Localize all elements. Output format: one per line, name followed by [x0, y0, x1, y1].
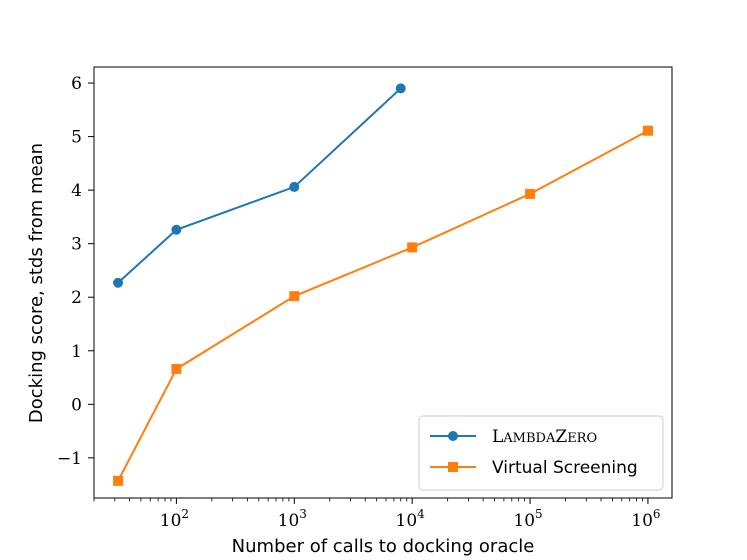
legend-sc-ambda: AMBDA: [502, 431, 556, 446]
legend-label-lambdazero: LAMBDAZERO: [492, 427, 597, 447]
x-tick-label: 106: [631, 507, 660, 531]
legend-label-virtual-screening: Virtual Screening: [492, 458, 638, 478]
tick-layer: 102 103 104 105 106 −1 0 1 2 3 4 5 6: [57, 74, 661, 531]
x-tick-label: 102: [160, 507, 189, 531]
series-line-1: [117, 129, 649, 482]
y-tick-label: 6: [71, 74, 82, 94]
y-tick-label: 0: [71, 395, 82, 415]
x-tick-label: 104: [396, 507, 426, 531]
y-tick-label: 3: [71, 235, 82, 255]
y-tick-label: 4: [71, 181, 82, 201]
y-tick-label: 2: [71, 288, 82, 308]
series-line-0: [117, 87, 402, 284]
legend-sc-Z: Z: [555, 427, 567, 447]
legend-sc-ero: ERO: [567, 431, 597, 446]
data-point: [289, 291, 300, 302]
legend-box: [418, 415, 664, 491]
data-point: [407, 242, 418, 253]
legend-marker-virtual-screening: [448, 462, 458, 472]
x-tick-label: 103: [278, 507, 307, 531]
data-point: [171, 224, 182, 235]
y-axis-title: Docking score, stds from mean: [26, 143, 47, 423]
data-point: [289, 181, 300, 192]
y-tick-label: 5: [71, 128, 82, 148]
data-point: [395, 83, 406, 94]
data-point: [642, 125, 653, 136]
series-layer: [113, 83, 653, 486]
x-tick-label: 105: [513, 507, 542, 531]
data-point: [113, 475, 124, 486]
data-point: [113, 277, 124, 288]
y-tick-label: −1: [57, 449, 82, 469]
x-axis-title: Number of calls to docking oracle: [232, 536, 535, 557]
legend: LAMBDAZERO Virtual Screening: [418, 415, 664, 491]
data-point: [525, 188, 536, 199]
legend-marker-lambdazero: [448, 431, 458, 441]
plot-frame: [93, 66, 673, 499]
y-tick-label: 1: [71, 342, 82, 362]
data-point: [171, 363, 182, 374]
legend-sc-L: L: [492, 427, 503, 447]
